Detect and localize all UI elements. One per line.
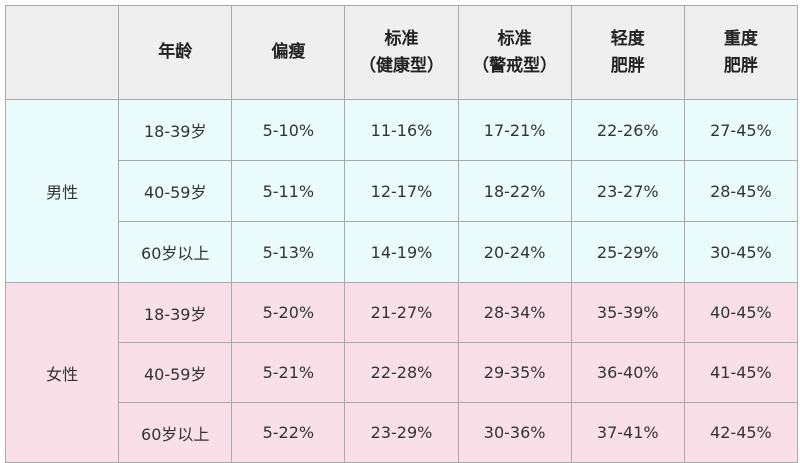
header-row: 年龄 偏瘦 标准 （健康型） 标准 （警戒型） 轻度 肥胖 重度 肥胖 xyxy=(4,5,799,100)
value-cell: 36-40% xyxy=(570,342,685,403)
table-row: 女性 18-39岁 5-20% 21-27% 28-34% 35-39% 40-45% xyxy=(4,282,799,463)
table-row: 男性 18-39岁 5-10% 11-16% 17-21% 22-26% 27-45% xyxy=(4,99,799,283)
gender-cell: 男性 xyxy=(4,99,120,283)
value-cell: 5-20% xyxy=(231,282,346,343)
header-text: 标准 xyxy=(497,28,532,49)
age-cell: 60岁以上 xyxy=(118,402,233,463)
value-cell: 11-16% xyxy=(344,99,459,161)
header-text: 肥胖 xyxy=(610,55,645,76)
header-text: 重度 xyxy=(723,28,758,49)
header-text: 肥胖 xyxy=(723,55,758,76)
age-cell: 60岁以上 xyxy=(118,221,233,283)
table-row: 40-59岁 5-11% 12-17% 18-22% 23-27% 28-45% xyxy=(6,160,799,222)
value-cell: 40-45% xyxy=(683,282,799,343)
header-text: 偏瘦 xyxy=(271,42,306,62)
age-cell: 40-59岁 xyxy=(118,160,233,222)
header-text: 标准 xyxy=(384,28,419,49)
table-row: 40-59岁 5-21% 22-28% 29-35% 36-40% 41-45% xyxy=(6,342,799,403)
header-text: （健康型） xyxy=(358,55,444,76)
value-cell: 17-21% xyxy=(457,99,572,161)
value-cell: 41-45% xyxy=(683,342,799,403)
value-cell: 20-24% xyxy=(457,221,572,283)
value-cell: 35-39% xyxy=(570,282,685,343)
table-row: 60岁以上 5-22% 23-29% 30-36% 37-41% 42-45% xyxy=(6,402,799,463)
age-cell: 40-59岁 xyxy=(118,342,233,403)
column-header: 标准 （健康型） xyxy=(344,5,459,100)
age-cell: 18-39岁 xyxy=(118,99,233,161)
value-cell: 5-10% xyxy=(231,99,346,161)
value-cell: 22-26% xyxy=(570,99,685,161)
value-cell: 14-19% xyxy=(344,221,459,283)
value-cell: 37-41% xyxy=(570,402,685,463)
value-cell: 23-27% xyxy=(570,160,685,222)
header-text: 轻度 xyxy=(610,28,645,49)
age-cell: 18-39岁 xyxy=(118,282,233,343)
value-cell: 28-45% xyxy=(683,160,799,222)
value-cell: 27-45% xyxy=(683,99,799,161)
value-cell: 28-34% xyxy=(457,282,572,343)
table-row: 60岁以上 5-13% 14-19% 20-24% 25-29% 30-45% xyxy=(6,221,799,283)
value-cell: 23-29% xyxy=(344,402,459,463)
column-header: 标准 （警戒型） xyxy=(457,5,572,100)
value-cell: 25-29% xyxy=(570,221,685,283)
value-cell: 5-21% xyxy=(231,342,346,403)
column-header: 偏瘦 xyxy=(231,5,346,100)
value-cell: 5-22% xyxy=(231,402,346,463)
column-header xyxy=(4,5,120,100)
value-cell: 30-45% xyxy=(683,221,799,283)
value-cell: 18-22% xyxy=(457,160,572,222)
column-header: 年龄 xyxy=(118,5,233,100)
body-fat-table: 年龄 偏瘦 标准 （健康型） 标准 （警戒型） 轻度 肥胖 重度 肥胖 男性 18-39岁 5-10%… xyxy=(4,5,799,463)
gender-cell: 女性 xyxy=(4,282,120,463)
value-cell: 5-11% xyxy=(231,160,346,222)
value-cell: 5-13% xyxy=(231,221,346,283)
value-cell: 30-36% xyxy=(457,402,572,463)
value-cell: 21-27% xyxy=(344,282,459,343)
value-cell: 29-35% xyxy=(457,342,572,403)
value-cell: 12-17% xyxy=(344,160,459,222)
header-text: 年龄 xyxy=(158,42,193,62)
value-cell: 42-45% xyxy=(683,402,799,463)
header-text: （警戒型） xyxy=(472,55,558,76)
value-cell: 22-28% xyxy=(344,342,459,403)
column-header: 轻度 肥胖 xyxy=(570,5,685,100)
column-header: 重度 肥胖 xyxy=(683,5,799,100)
